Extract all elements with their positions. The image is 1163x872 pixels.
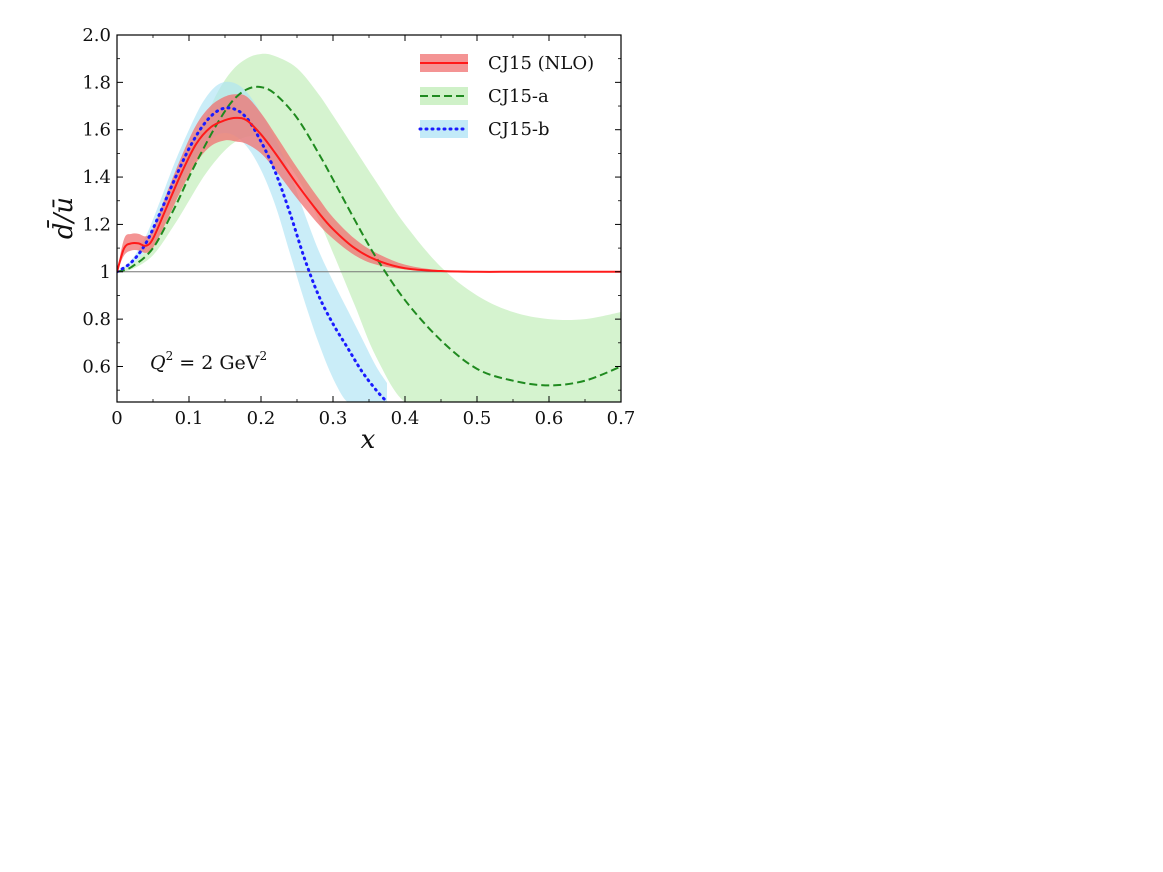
y-tick-label: 1.2: [82, 214, 111, 235]
annotation-value: = 2 GeV: [173, 352, 260, 374]
annotation-unit-exponent: 2: [260, 349, 268, 363]
x-tick-label: 0.7: [607, 408, 636, 429]
y-axis-label: d̄/ū: [46, 197, 79, 239]
x-tick-label: 0.4: [391, 408, 420, 429]
y-tick-label: 1: [100, 262, 111, 283]
legend-label-cj15-nlo: CJ15 (NLO): [488, 53, 594, 74]
x-tick-label: 0.5: [463, 408, 492, 429]
series-lines: [117, 85, 621, 402]
y-tick-label: 0.6: [82, 356, 111, 377]
x-axis-label: x: [361, 425, 376, 455]
line-cj15-a: [117, 85, 621, 387]
y-tick-label: 0.8: [82, 309, 111, 330]
x-tick-label: 0.3: [319, 408, 348, 429]
annotation-q-exponent: 2: [166, 349, 174, 363]
y-tick-label: 2.0: [82, 25, 111, 46]
legend-label-cj15-a: CJ15-a: [488, 86, 549, 107]
uncertainty-bands: [117, 53, 621, 402]
y-tick-label: 1.6: [82, 120, 111, 141]
x-tick-label: 0.2: [247, 408, 276, 429]
band-cj15-a: [117, 53, 621, 402]
x-tick-label: 0.6: [535, 408, 564, 429]
annotation-q: Q: [150, 352, 166, 374]
legend: CJ15 (NLO) CJ15-a CJ15-b: [418, 53, 594, 140]
y-tick-label: 1.8: [82, 72, 111, 93]
axis-ticks: 0 0.1 0.2 0.3 0.4 0.5 0.6 0.7 0.6 0.8 1 1.2 1.4 1.6 1.…: [82, 25, 635, 429]
legend-label-cj15-b: CJ15-b: [488, 119, 550, 140]
x-tick-label: 0: [111, 408, 122, 429]
band-cj15-nlo: [117, 94, 621, 272]
y-tick-label: 1.4: [82, 167, 111, 188]
line-cj15-b: [117, 106, 389, 402]
line-cj15-nlo: [117, 116, 621, 273]
x-tick-label: 0.1: [175, 408, 204, 429]
annotation-q2: Q2 = 2 GeV2: [150, 349, 267, 374]
